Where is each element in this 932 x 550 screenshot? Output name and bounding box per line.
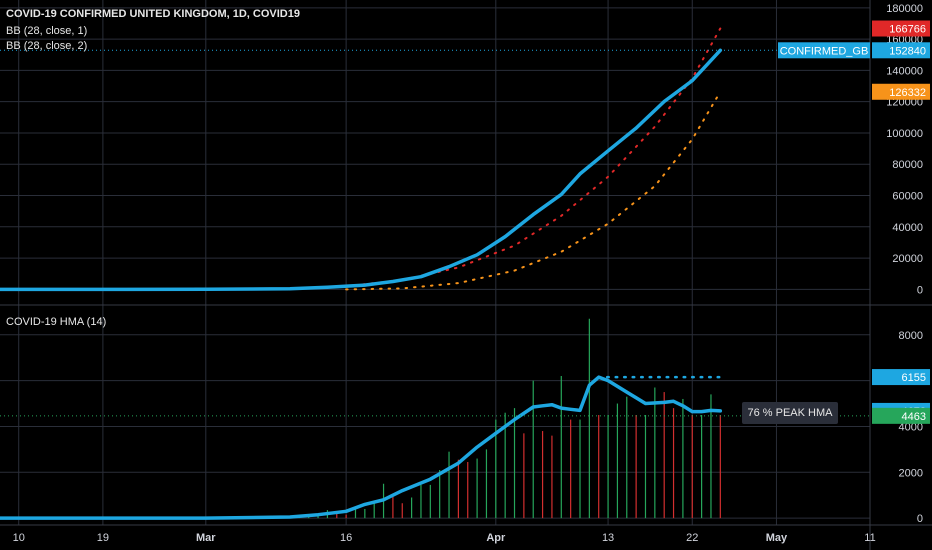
x-tick-label: 19 — [97, 532, 109, 544]
series-line-bb-lower — [345, 90, 722, 291]
series-lines — [0, 27, 870, 520]
y-tick-label: 2000 — [899, 467, 923, 479]
y-tick-label: 100000 — [886, 128, 923, 140]
x-tick-label: Apr — [486, 532, 506, 544]
x-tick-label: Mar — [196, 532, 216, 544]
x-tick-label: 10 — [13, 532, 25, 544]
price-tag — [872, 369, 930, 386]
x-tick-label: 13 — [602, 532, 614, 544]
price-tag-label: 166766 — [889, 24, 926, 36]
x-tick-label: 16 — [340, 532, 352, 544]
y-tick-label: 0 — [917, 513, 923, 525]
price-tag — [872, 407, 930, 424]
y-tick-label: 4000 — [899, 421, 923, 433]
y-tick-label: 40000 — [892, 222, 923, 234]
price-tag-label: 4463 — [902, 411, 926, 423]
y-tick-label: 0 — [917, 284, 923, 296]
price-tag-label: 126332 — [889, 87, 926, 99]
x-axis-ticks: 10 19 Mar 16 Apr 13 22 May 11 — [13, 532, 876, 544]
x-tick-label: 11 — [864, 532, 875, 544]
bb2-legend: BB (28, close, 2) — [6, 40, 88, 52]
price-tags: 166766152840126332615546784463CONFIRMED_… — [778, 20, 930, 424]
series-line-hma — [0, 375, 723, 520]
y-tick-label: 8000 — [899, 330, 923, 342]
y-tick-label: 60000 — [892, 191, 923, 203]
x-tick-label: May — [766, 532, 788, 544]
bb1-legend: BB (28, close, 1) — [6, 25, 88, 37]
price-tag — [872, 20, 930, 37]
price-tag-label: 6155 — [902, 372, 926, 384]
series-name-tag — [778, 42, 870, 59]
price-tag-label: 152840 — [889, 45, 926, 57]
price-tag — [872, 83, 930, 100]
series-line-confirmed-gb — [0, 48, 723, 292]
chart-title: COVID-19 CONFIRMED UNITED KINGDOM, 1D, C… — [6, 8, 300, 20]
y-tick-label: 20000 — [892, 253, 923, 265]
peak-hma-label: 76 % PEAK HMA — [742, 402, 838, 424]
price-tag — [872, 42, 930, 59]
grid-lines — [0, 0, 871, 525]
y-tick-label: 180000 — [886, 3, 923, 15]
daily-bars — [270, 318, 721, 519]
lower-pane-title: COVID-19 HMA (14) — [6, 316, 107, 328]
series-name-tag-label: CONFIRMED_GB — [780, 45, 869, 57]
y-tick-label: 140000 — [886, 65, 923, 77]
x-tick-label: 22 — [686, 532, 698, 544]
y-tick-label: 80000 — [892, 159, 923, 171]
